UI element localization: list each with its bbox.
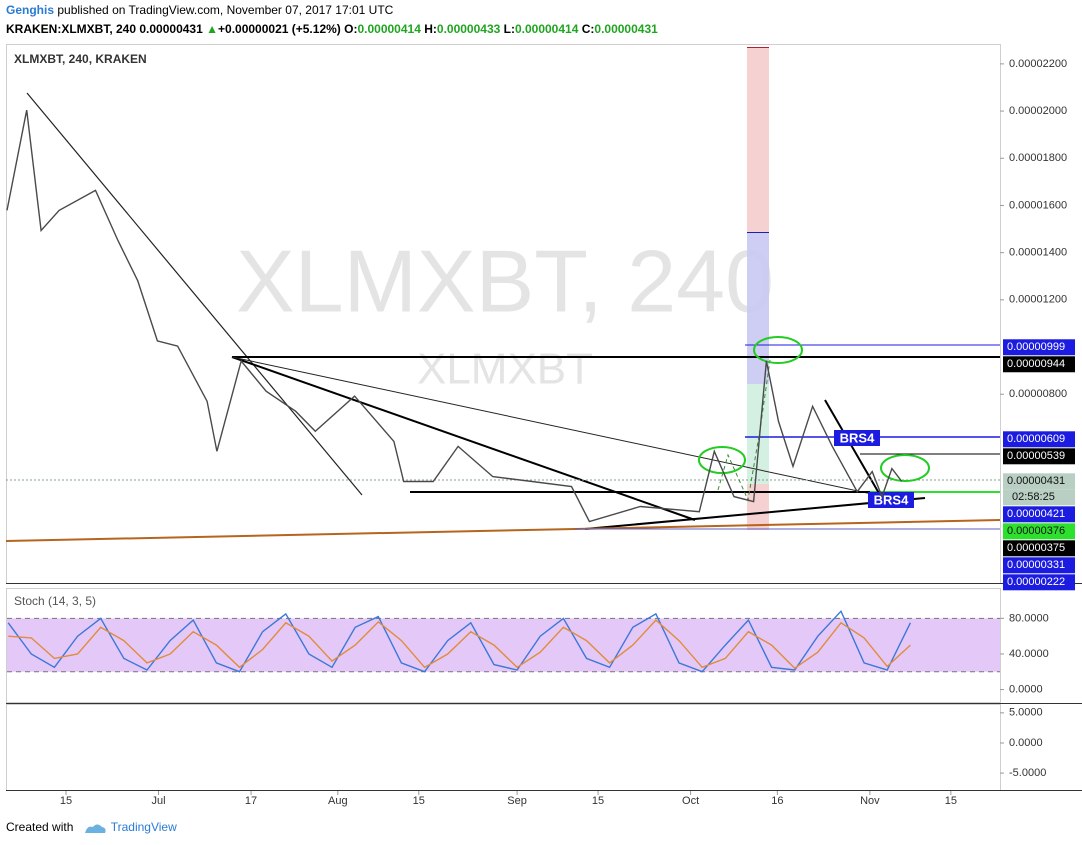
y-tick-label: 0.00001200 xyxy=(1009,294,1067,306)
x-tick-label: 16 xyxy=(771,795,783,807)
header-line: Genghis published on TradingView.com, No… xyxy=(6,3,393,17)
price-label: 0.00000375 xyxy=(1007,542,1065,554)
published: published on TradingView.com, November 0… xyxy=(57,3,394,17)
series-line xyxy=(8,619,911,670)
countdown: 02:58:25 xyxy=(1012,491,1055,503)
watermark-sub: XLMXBT xyxy=(417,345,593,394)
price-label-box xyxy=(1003,557,1075,574)
x-tick-label: 15 xyxy=(413,795,425,807)
arrow: ▲ xyxy=(206,22,219,36)
price-label-box xyxy=(1003,574,1075,591)
y-tick-label: 0.00002000 xyxy=(1009,105,1067,117)
x-tick-label: 15 xyxy=(945,795,957,807)
price-label: 0.00000944 xyxy=(1007,358,1065,370)
x-tick-label: Nov xyxy=(860,795,880,807)
symbol: KRAKEN:XLMXBT, 240 xyxy=(6,22,137,36)
y-tick-label: -5.0000 xyxy=(1009,767,1046,779)
x-tick-label: Sep xyxy=(507,795,527,807)
y-tick-label: 0.00001800 xyxy=(1009,152,1067,164)
y-tick-label: 0.0000 xyxy=(1009,737,1043,749)
price-label-box xyxy=(1003,523,1075,540)
x-tick-label: 15 xyxy=(592,795,604,807)
price-label: 0.00000421 xyxy=(1007,508,1065,520)
x-tick-label: Aug xyxy=(328,795,348,807)
y-tick-label: 0.00001600 xyxy=(1009,199,1067,211)
low: 0.00000414 xyxy=(514,22,579,36)
brand[interactable]: TradingView xyxy=(110,820,177,834)
price-label-box xyxy=(1003,473,1075,490)
x-tick-label: Jul xyxy=(151,795,165,807)
y-tick-label: 0.00001400 xyxy=(1009,247,1067,259)
author[interactable]: Genghis xyxy=(6,3,55,17)
y-tick-label: 0.0000 xyxy=(1009,683,1043,695)
third-frame xyxy=(6,704,1001,791)
band-fill xyxy=(7,618,1000,672)
price-label-box xyxy=(1003,448,1075,465)
y-tick-label: 0.00000800 xyxy=(1009,388,1067,400)
price-label: 0.00000539 xyxy=(1007,450,1065,462)
y-tick-label: 5.0000 xyxy=(1009,707,1043,719)
watermark: XLMXBT, 240 xyxy=(236,231,774,330)
price-label-box xyxy=(1003,431,1075,448)
stoch-frame xyxy=(6,588,1001,703)
quote-line: KRAKEN:XLMXBT, 240 0.00000431 ▲+0.000000… xyxy=(6,22,658,36)
price-label: 0.00000376 xyxy=(1007,525,1065,537)
x-tick-label: Oct xyxy=(682,795,699,807)
stoch-title: Stoch (14, 3, 5) xyxy=(14,594,96,608)
series-line xyxy=(7,609,912,673)
close: 0.00000431 xyxy=(594,22,658,36)
y-tick-label: 80.0000 xyxy=(1009,612,1049,624)
drawings xyxy=(5,47,1001,542)
y-tick-label: 0.00002200 xyxy=(1009,58,1067,70)
annotation: BRS4 xyxy=(840,430,875,445)
countdown-box xyxy=(1003,489,1075,506)
x-tick-label: 15 xyxy=(60,795,72,807)
price-label-box xyxy=(1003,506,1075,523)
l-label: L: xyxy=(503,22,515,36)
price-label: 0.00000431 xyxy=(1007,475,1065,487)
h-label: H: xyxy=(424,22,437,36)
price-label: 0.00000331 xyxy=(1007,559,1065,571)
change: +0.00000021 (+5.12%) xyxy=(218,22,341,36)
price-label-box xyxy=(1003,356,1075,373)
price-label: 0.00000609 xyxy=(1007,433,1065,445)
footer: Created with TradingView xyxy=(6,820,177,834)
open: 0.00000414 xyxy=(357,22,421,36)
high: 0.00000433 xyxy=(436,22,501,36)
price-label: 0.00000222 xyxy=(1007,576,1065,588)
price-label-box xyxy=(1003,339,1075,356)
logo xyxy=(84,824,106,833)
last: 0.00000431 xyxy=(139,22,203,36)
y-tick-label: 40.0000 xyxy=(1009,648,1049,660)
series-line xyxy=(6,109,903,523)
panel-title: XLMXBT, 240, KRAKEN xyxy=(14,52,147,66)
price-label: 0.00000999 xyxy=(1007,341,1065,353)
c-label: C: xyxy=(581,22,595,36)
o-label: O: xyxy=(344,22,358,36)
price-label-box xyxy=(1003,540,1075,557)
annotation: BRS4 xyxy=(874,492,909,507)
created-with: Created with xyxy=(6,820,74,834)
x-tick-label: 17 xyxy=(245,795,257,807)
chart: XLMXBT, 240 XLMXBT XLMXBT, 240, KRAKEN S… xyxy=(5,44,1082,807)
